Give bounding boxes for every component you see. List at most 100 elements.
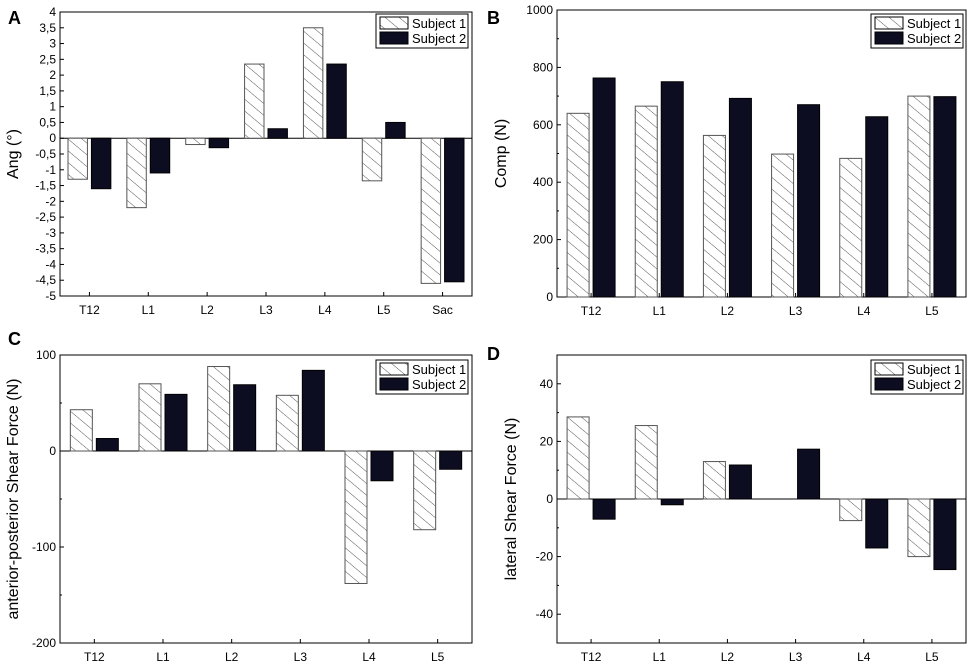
bar-subject-1-l1 [126,137,147,209]
y-tick-label: -0,5 [35,147,56,161]
bar-subject-2-t12 [592,77,616,298]
y-tick-label: -2,5 [35,210,56,224]
y-tick-label: -5 [45,289,56,303]
bar-subject-1-l4 [302,27,324,139]
panel-letter: C [8,329,21,349]
x-tick-label: L1 [653,304,667,318]
bar-subject-2-l5 [385,121,406,139]
chart-panel-c: -200 -100 0 100 T12 L1 L2 L3 L4 L5 anterior-poster… [5,329,473,662]
y-tick-label: -1 [45,163,56,177]
x-tick-label: T12 [84,650,105,662]
bar-subject-1-l1 [634,105,658,298]
bar-subject-2-l2 [208,137,230,149]
bar-subject-2-l3 [301,369,325,452]
bar-subject-1-l3 [771,153,795,298]
panel-letter: A [8,8,21,28]
bar-subject-1-t12 [69,409,93,452]
panel-letter: B [487,8,500,28]
bar-subject-2-l2 [233,384,257,452]
x-tick-label: L4 [318,303,332,317]
bar-subject-1-l3 [275,394,299,452]
x-tick-label: L5 [925,304,939,318]
y-tick-label: 1,5 [39,84,56,98]
legend-swatch-2 [874,31,904,45]
x-tick-label: L2 [225,650,239,662]
y-tick-label: 3 [49,37,56,51]
bar-subject-2-t12 [90,137,112,190]
x-tick-label: L2 [721,650,735,662]
bar-subject-2-l4 [326,63,347,139]
bar-subject-1-t12 [566,112,590,298]
legend-label-2: Subject 2 [907,31,961,46]
bar-subject-2-l1 [164,393,188,452]
plot-frame [59,354,473,644]
y-axis-label: lateral Shear Force (N) [503,418,520,581]
legend-label-1: Subject 1 [412,362,466,377]
bar-subject-2-l1 [660,81,684,298]
x-tick-label: L4 [857,304,871,318]
bar-subject-2-l3 [797,104,821,298]
legend-swatch-1 [874,362,904,376]
y-tick-label: -1,5 [35,179,56,193]
x-tick-label: L1 [156,650,170,662]
y-axis-label: Ang (°) [5,129,22,179]
y-tick-label: 1 [49,100,56,114]
y-tick-label: 40 [540,377,554,391]
legend-swatch-2 [874,377,904,391]
bar-subject-1-l5 [907,498,931,558]
y-tick-label: -40 [536,607,554,621]
bar-subject-2-t12 [592,498,616,520]
plot-frame [59,11,473,297]
y-tick-label: -3 [45,226,56,240]
y-tick-label: -2 [45,194,56,208]
legend-label-2: Subject 2 [412,377,466,392]
bar-subject-1-l1 [634,425,658,500]
plot-frame [556,9,967,298]
y-tick-label: -3,5 [35,242,56,256]
bar-subject-1-t12 [566,416,590,500]
chart-panel-d: -40 -20 0 20 40 T12 L1 L2 L3 L4 L5 lateral Shear Fo… [487,344,967,662]
y-tick-label: 200 [533,233,553,247]
y-axis-label: Comp (N) [493,119,510,188]
y-tick-label: 1000 [526,3,553,17]
x-tick-label: L1 [653,650,667,662]
bar-subject-1-l2 [185,137,206,146]
y-axis-label: anterior-posterior Shear Force (N) [5,379,22,620]
plot-root: -5 -4,5 -4-3,5 -3 -2,5 -2-1,5 -1 -0,5 0 0,51 1,5 2 2… [5,3,967,662]
legend-label-2: Subject 2 [907,377,961,392]
y-tick-label: 800 [533,60,553,74]
legend-swatch-2 [379,377,409,391]
legend-label-1: Subject 1 [907,16,961,31]
y-tick-label: 0 [546,492,553,506]
x-tick-label: L3 [259,303,273,317]
bar-subject-2-l1 [149,137,171,174]
y-tick-label: 0 [546,290,553,304]
bar-subject-2-l2 [728,464,752,500]
chart-panel-b: 0 200 400 600 800 1000 T12 L1 L2 L3 L4 L5 Comp (N) B S… [487,3,967,318]
y-tick-label: -20 [536,550,554,564]
bar-subject-1-l3 [244,63,265,139]
bar-subject-2-l3 [267,128,288,139]
y-tick-label: 3,5 [39,21,56,35]
bar-subject-1-l4 [839,498,863,522]
x-tick-label: L2 [200,303,214,317]
legend-swatch-1 [379,16,409,30]
panel-letter: D [487,344,500,364]
bar-subject-2-l5 [439,450,463,470]
legend-swatch-1 [874,16,904,30]
bar-subject-1-l2 [702,134,726,298]
x-tick-label: L5 [431,650,445,662]
y-tick-label: 4 [49,5,56,19]
x-tick-label: L3 [789,650,803,662]
x-tick-label: L2 [721,304,735,318]
bar-subject-1-t12 [67,137,88,180]
y-tick-label: -4,5 [35,273,56,287]
x-tick-label: T12 [581,304,602,318]
bar-subject-1-l4 [344,450,368,584]
bar-subject-1-l1 [138,383,162,452]
y-tick-label: 2 [49,68,56,82]
